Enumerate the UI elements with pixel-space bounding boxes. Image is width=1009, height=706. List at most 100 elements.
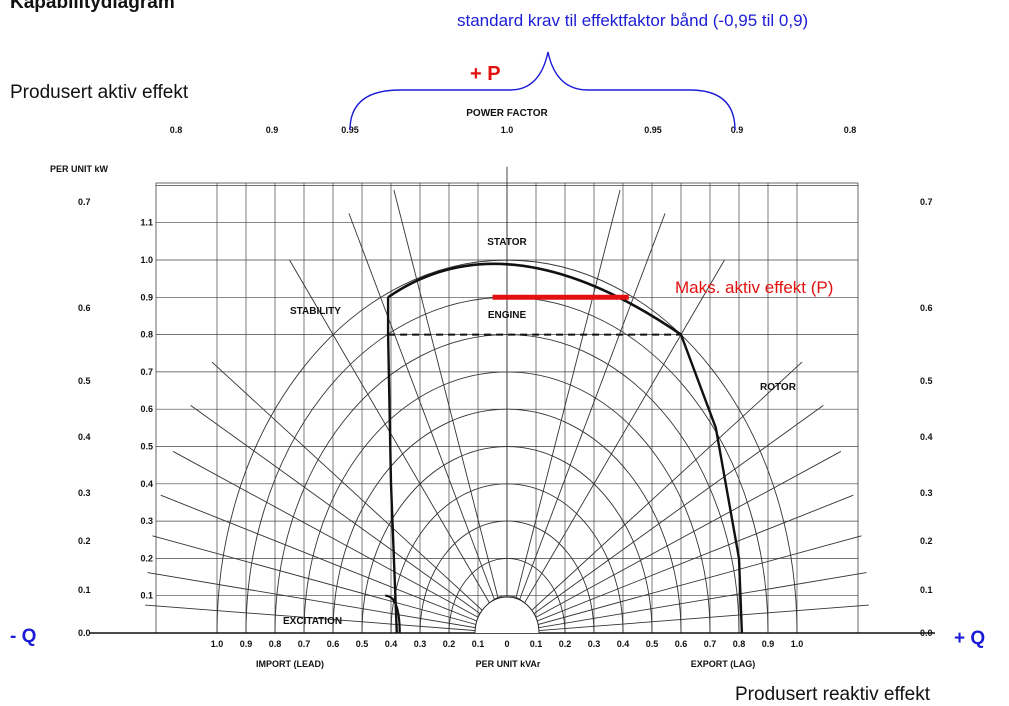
plus-q-label: + Q xyxy=(954,628,985,649)
x-tick-label: 0.9 xyxy=(240,639,253,649)
x-tick-label: 0.7 xyxy=(704,639,717,649)
pf-left-label: 0.7 xyxy=(78,197,91,207)
x-tick-label: 0.3 xyxy=(588,639,601,649)
pf-right-label: 0.0 xyxy=(920,628,933,638)
stator-limit xyxy=(387,262,682,336)
pf-right-label: 0.5 xyxy=(920,376,933,386)
mva-arc xyxy=(274,334,740,634)
y-tick-label: 0.2 xyxy=(140,553,153,563)
mva-arc xyxy=(419,520,595,634)
x-tick-label: 0.9 xyxy=(762,639,775,649)
mva-arc xyxy=(448,558,566,634)
y-tick-label: 0.1 xyxy=(140,591,153,601)
x-tick-label: 1.0 xyxy=(791,639,804,649)
max-active-power-label: Maks. aktiv effekt (P) xyxy=(675,278,833,297)
x-tick-label: 0.3 xyxy=(414,639,427,649)
pf-ray xyxy=(289,259,508,634)
power-factor-title: POWER FACTOR xyxy=(466,108,548,119)
pf-left-label: 0.3 xyxy=(78,488,91,498)
mva-arc xyxy=(361,446,653,634)
mva-arc xyxy=(390,483,624,634)
x-axis-title: PER UNIT kVAr xyxy=(476,659,541,669)
x-tick-label: 0.4 xyxy=(617,639,630,649)
pf-left-label: 0.2 xyxy=(78,536,91,546)
pf-top-label: 0.9 xyxy=(731,125,744,135)
pf-left-label: 0.5 xyxy=(78,376,91,386)
y-tick-label: 0.9 xyxy=(140,292,153,302)
mva-arc xyxy=(216,259,798,634)
pf-ray-right xyxy=(506,572,867,634)
pf-top-label: 1.0 xyxy=(501,125,514,135)
pf-band-brace xyxy=(349,51,736,131)
pf-ray-left xyxy=(152,535,508,634)
pf-ray-right xyxy=(506,535,862,634)
pf-left-label: 0.0 xyxy=(78,628,91,638)
pf-right-label: 0.3 xyxy=(920,488,933,498)
x-tick-label: 1.0 xyxy=(211,639,224,649)
pf-right-label: 0.4 xyxy=(920,432,933,442)
pf-ray-right xyxy=(506,451,842,634)
plus-p-label: + P xyxy=(470,63,501,85)
pf-ray-left xyxy=(147,572,508,634)
stability-label: STABILITY xyxy=(290,306,341,317)
y-tick-label: 1.1 xyxy=(140,218,153,228)
x-tick-label: 0.8 xyxy=(269,639,282,649)
stability-limit xyxy=(386,297,398,634)
pf-ray xyxy=(506,259,725,634)
pf-ray-left xyxy=(160,494,508,634)
pf-ray xyxy=(506,189,621,634)
pf-left-label: 0.4 xyxy=(78,432,91,442)
pf-ray xyxy=(393,189,508,634)
excitation-limit xyxy=(385,594,401,634)
pf-right-label: 0.6 xyxy=(920,303,933,313)
x-tick-label: 0.5 xyxy=(356,639,369,649)
x-tick-label: 0.5 xyxy=(646,639,659,649)
export-label: EXPORT (LAG) xyxy=(691,659,756,669)
x-tick-label: 0.2 xyxy=(443,639,456,649)
y-tick-label: 0.4 xyxy=(140,479,153,489)
pf-ray-left xyxy=(172,451,508,634)
mva-arc xyxy=(303,371,711,634)
title-fragment: Kapabilitydiagram xyxy=(10,0,175,13)
pf-ray-left xyxy=(211,361,508,634)
x-tick-label: 0.6 xyxy=(675,639,688,649)
rotor-label: ROTOR xyxy=(760,382,797,393)
pf-right-label: 0.2 xyxy=(920,536,933,546)
pf-top-label: 0.8 xyxy=(170,125,183,135)
x-tick-label: 0.4 xyxy=(385,639,398,649)
pf-ray-left xyxy=(190,405,508,634)
pf-top-label: 0.8 xyxy=(844,125,857,135)
x-tick-label: 0.7 xyxy=(298,639,311,649)
mva-arc xyxy=(332,408,682,634)
pf-ray-right xyxy=(506,494,854,634)
y-tick-label: 0.8 xyxy=(140,330,153,340)
mva-arcs xyxy=(216,259,798,634)
minus-q-label: - Q xyxy=(10,626,36,647)
import-label: IMPORT (LEAD) xyxy=(256,659,324,669)
axis-ticks: 1.0 0.9 0.8 0.7 0.6 0.5 0.4 0.3 0.2 0.1 0 0.1 0.2 0.3… xyxy=(90,218,935,649)
pf-right-label: 0.1 xyxy=(920,585,933,595)
rotor-limit xyxy=(679,334,744,634)
pf-ray-left xyxy=(145,604,508,634)
engine-label: ENGINE xyxy=(488,310,527,321)
pf-top-label: 0.9 xyxy=(266,125,279,135)
pf-ray-right xyxy=(506,405,824,634)
y-tick-label: 0.7 xyxy=(140,367,153,377)
pf-right-label: 0.7 xyxy=(920,197,933,207)
excitation-label: EXCITATION xyxy=(283,616,342,627)
power-factor-labels: 0.8 0.9 0.95 1.0 0.95 0.9 0.80.7 0.70.6 0.60.5 0.… xyxy=(78,125,933,638)
origin-arc xyxy=(474,596,540,634)
x-tick-label: 0.1 xyxy=(530,639,543,649)
pf-left-label: 0.6 xyxy=(78,303,91,313)
x-tick-label: 0.8 xyxy=(733,639,746,649)
pf-left-label: 0.1 xyxy=(78,585,91,595)
y-tick-label: 0.6 xyxy=(140,404,153,414)
y-tick-label: 1.0 xyxy=(140,255,153,265)
y-tick-label: 0.5 xyxy=(140,442,153,452)
pf-ray xyxy=(348,213,508,634)
pf-ray-right xyxy=(506,361,803,634)
pf-ray-right xyxy=(506,604,869,634)
x-tick-label: 0 xyxy=(504,639,509,649)
active-power-label: Produsert aktiv effekt xyxy=(10,82,189,103)
